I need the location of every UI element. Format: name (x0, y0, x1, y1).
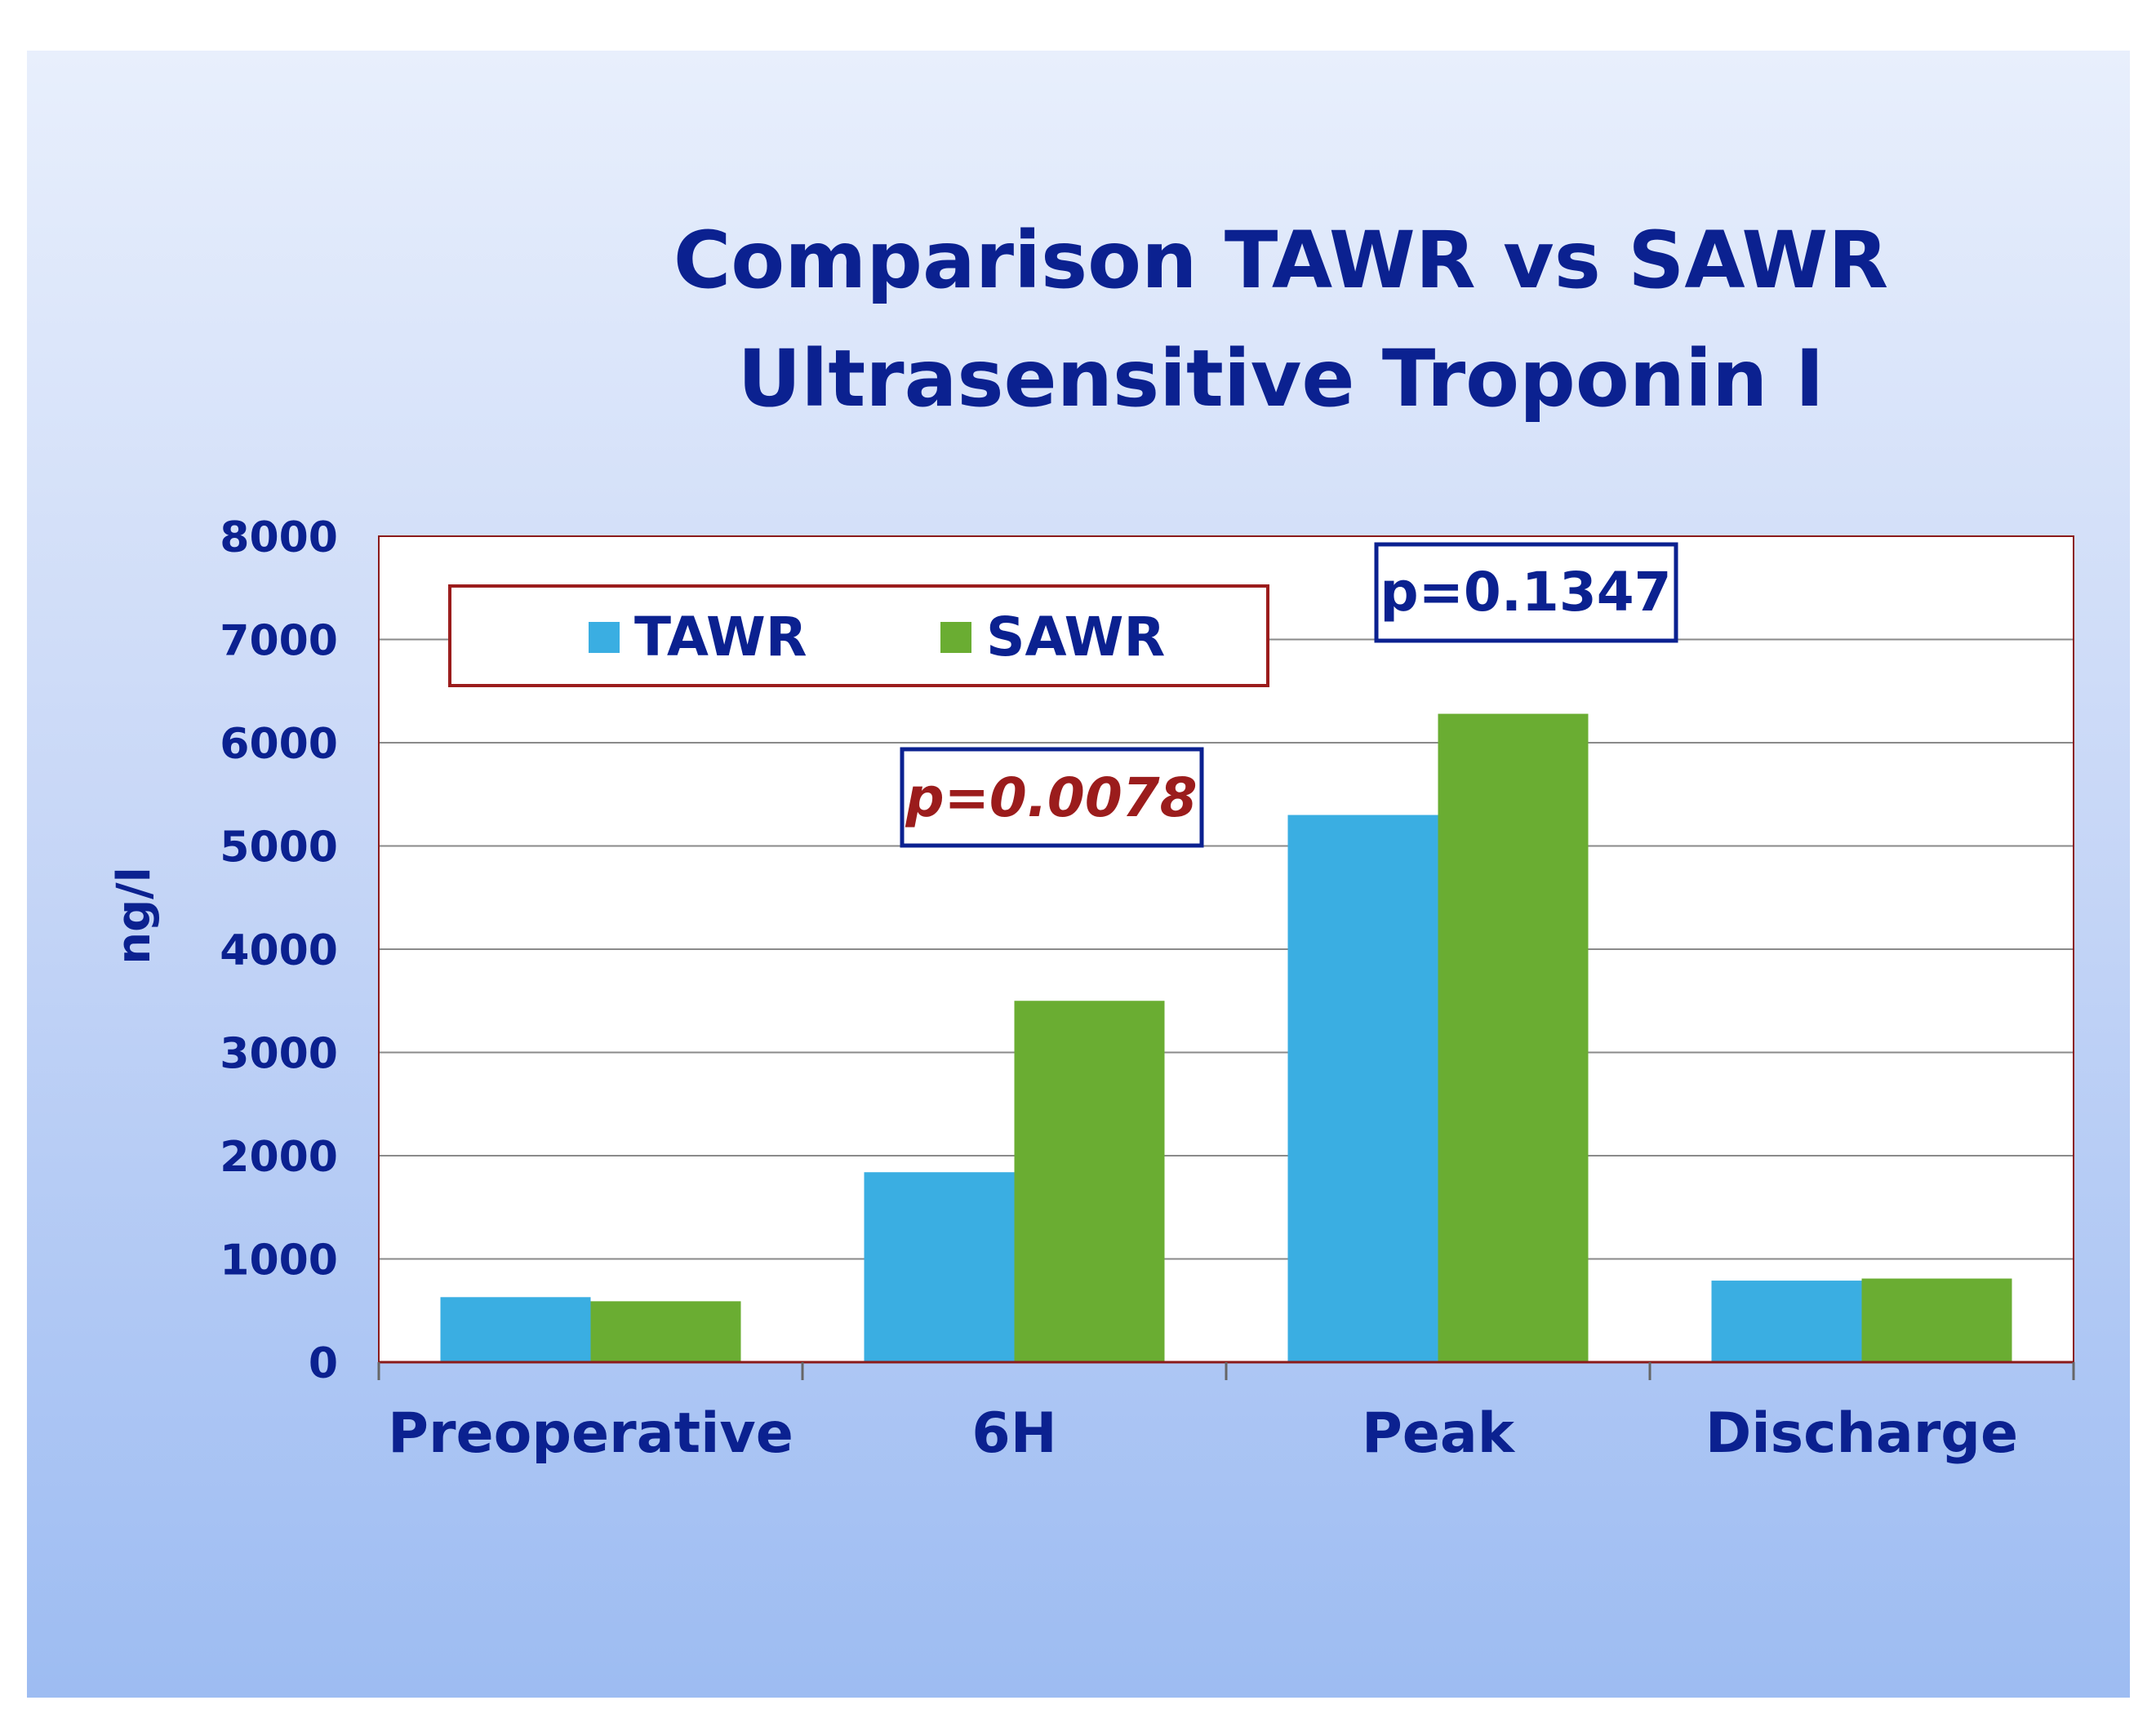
bar-sawr-6h (1014, 1001, 1165, 1362)
bar-tawr-preoperative (440, 1297, 591, 1362)
p-value-box-peak: p=0.1347 (1374, 542, 1678, 643)
chart-title: Comparison TAWR vs SAWR (673, 215, 1888, 306)
x-category-label: Discharge (1705, 1401, 2018, 1466)
bars (440, 713, 2012, 1362)
bar-sawr-discharge (1861, 1278, 2012, 1362)
bar-tawr-6h (864, 1172, 1015, 1362)
bar-tawr-peak (1287, 815, 1438, 1362)
x-category-label: 6H (971, 1401, 1056, 1466)
y-tick-label: 6000 (220, 720, 338, 769)
legend-label-tawr: TAWR (634, 606, 807, 668)
legend-swatch-tawr (589, 622, 620, 653)
p-value-6h-text: p=0.0078 (905, 766, 1197, 829)
y-tick-label: 4000 (220, 926, 338, 975)
y-tick-label: 8000 (220, 513, 338, 562)
bar-sawr-preoperative (590, 1301, 741, 1362)
y-tick-label: 7000 (220, 617, 338, 666)
y-tick-label: 1000 (220, 1236, 338, 1285)
axes: 0 1000 2000 3000 4000 5000 6000 7000 8000 Preoper… (220, 513, 2075, 1466)
y-tick-label: 3000 (220, 1030, 338, 1079)
legend: TAWR SAWR (448, 584, 1269, 687)
p-value-box-6h: p=0.0078 (900, 747, 1204, 848)
p-value-box-border (900, 747, 1204, 848)
gridlines (379, 638, 2074, 1260)
legend-swatch-sawr (940, 622, 971, 653)
legend-box (448, 584, 1269, 687)
bar-sawr-peak (1438, 713, 1589, 1362)
x-category-label: Peak (1362, 1401, 1516, 1466)
bar-chart: Comparison TAWR vs SAWR Ultrasensitive T… (108, 215, 2075, 1466)
y-tick-label: 0 (309, 1339, 338, 1388)
y-tick-label: 2000 (220, 1133, 338, 1182)
p-value-peak-text: p=0.1347 (1380, 561, 1671, 624)
chart-subtitle: Ultrasensitive Troponin I (737, 333, 1824, 424)
y-axis-title: ng/l (108, 867, 161, 965)
slide-background: Comparison TAWR vs SAWR Ultrasensitive T… (27, 51, 2130, 1698)
x-category-label: Preoperative (388, 1401, 793, 1466)
y-tick-label: 5000 (220, 824, 338, 872)
bar-tawr-discharge (1711, 1281, 1862, 1362)
p-value-box-border (1374, 542, 1678, 643)
legend-label-sawr: SAWR (986, 606, 1165, 668)
